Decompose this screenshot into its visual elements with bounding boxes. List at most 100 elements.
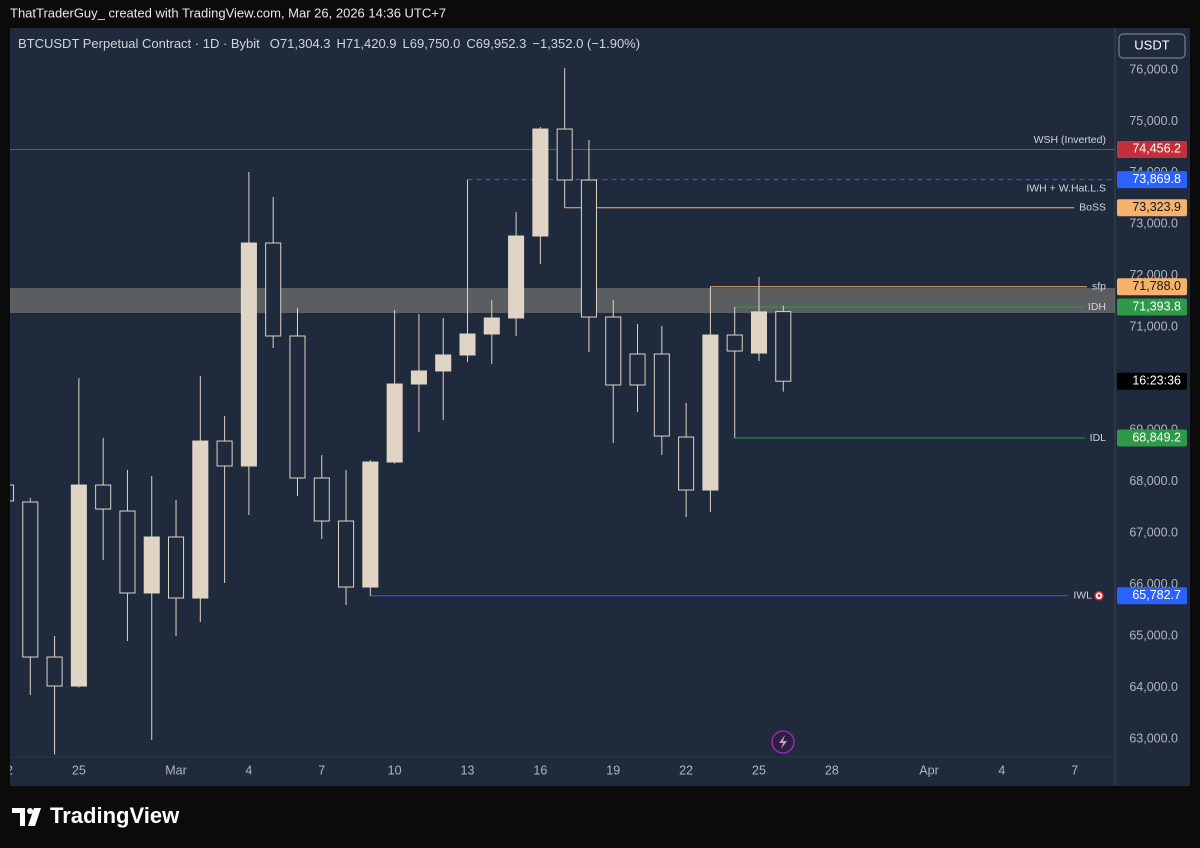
x-tick-label: 22 <box>0 763 13 777</box>
y-tick-label: 73,000.0 <box>1129 217 1178 231</box>
candle-body <box>10 484 15 502</box>
ohlc-key: L <box>403 36 410 51</box>
candle-body <box>313 477 330 522</box>
x-tick-label: 25 <box>752 763 766 777</box>
price-tag-bg <box>1117 587 1187 605</box>
countdown-tag: 16:23:36 <box>1132 374 1181 388</box>
candle-body <box>483 317 500 335</box>
currency-label[interactable]: USDT <box>1134 37 1169 52</box>
footer-text: TradingView <box>50 803 180 828</box>
change: −1,352.0 (−1.90%) <box>532 36 640 51</box>
target-center <box>1097 594 1101 598</box>
y-tick-label: 63,000.0 <box>1129 731 1178 745</box>
y-tick-label: 68,000.0 <box>1129 474 1178 488</box>
footer-logo <box>12 808 41 826</box>
candle-body <box>119 510 136 594</box>
candle-body <box>653 353 670 437</box>
candle-body <box>143 536 160 594</box>
ohlc-value: 71,304.3 <box>280 36 331 51</box>
price-tag-bg <box>1117 171 1187 189</box>
x-tick-label: 28 <box>825 763 839 777</box>
candle-body <box>556 128 573 181</box>
candle-body <box>605 316 622 386</box>
legend-text: BTCUSDT Perpetual Contract · 1D · Bybit O… <box>18 36 640 51</box>
price-tag: 71,393.8 <box>1132 299 1181 313</box>
candle-body <box>386 383 403 463</box>
level-label: BoSS <box>1079 201 1106 213</box>
level-label: sfp <box>1092 281 1106 293</box>
x-tick-label: 13 <box>461 763 475 777</box>
chart-panel <box>10 28 1190 786</box>
level-label: WSH (Inverted) <box>1034 134 1106 146</box>
price-tag-bg <box>1117 298 1187 316</box>
level-label: IWH + W.Hat.L.S <box>1026 182 1106 194</box>
y-tick-label: 71,000.0 <box>1129 320 1178 334</box>
candle-body <box>726 334 743 352</box>
countdown-tag-bg <box>1117 372 1187 390</box>
level-label: IWL <box>1073 590 1092 602</box>
ohlc-value: 69,750.0 <box>410 36 461 51</box>
level-label: IDL <box>1090 432 1107 444</box>
candle-body <box>750 311 768 354</box>
zone <box>10 287 1115 313</box>
y-tick-label: 75,000.0 <box>1129 114 1178 128</box>
price-tag-bg <box>1117 199 1187 217</box>
target-icon <box>1094 591 1104 601</box>
y-tick-label: 67,000.0 <box>1129 525 1178 539</box>
price-tag: 74,456.2 <box>1132 142 1181 156</box>
ohlc-key: H <box>337 36 346 51</box>
level-label: IDH <box>1088 301 1106 313</box>
candle-body <box>70 484 87 687</box>
candle-body <box>678 436 695 491</box>
x-tick-label: 19 <box>606 763 620 777</box>
candle-body <box>775 311 792 382</box>
price-tag: 73,869.8 <box>1132 172 1181 186</box>
legend: BTCUSDT Perpetual Contract · 1D · Bybit O… <box>18 36 640 51</box>
credit: ThatTraderGuy_ created with TradingView.… <box>10 5 446 20</box>
currency-button[interactable] <box>1118 33 1186 59</box>
candle-body <box>216 440 233 467</box>
candle-body <box>702 334 719 491</box>
y-tick-label: 65,000.0 <box>1129 628 1178 642</box>
y-tick-label: 64,000.0 <box>1129 680 1178 694</box>
alert-icon <box>771 730 795 754</box>
candle-body <box>580 179 597 318</box>
candle-body <box>410 370 427 385</box>
ohlc-key: C <box>466 36 475 51</box>
x-tick-label: 16 <box>533 763 547 777</box>
candle-body <box>338 520 355 588</box>
price-tag: 73,323.9 <box>1132 200 1181 214</box>
x-tick-label: 4 <box>245 763 252 777</box>
candle-body <box>629 353 646 386</box>
x-axis: 22 25 Mar 4 7 10 13 16 19 22 25 28 Apr 4 7 <box>0 763 1078 777</box>
x-tick-label: 10 <box>388 763 402 777</box>
x-tick-label: Mar <box>165 763 187 777</box>
candle-body <box>240 242 257 467</box>
candle-body <box>192 440 209 599</box>
candle-body <box>265 242 282 337</box>
ohlc-value: 71,420.9 <box>346 36 397 51</box>
y-axis: 63,000.064,000.065,000.066,000.067,000.0… <box>1117 62 1187 745</box>
candle-body <box>435 354 452 372</box>
ohlc-value: 69,952.3 <box>476 36 527 51</box>
y-tick-label: 76,000.0 <box>1129 62 1178 76</box>
candle-body <box>289 335 306 479</box>
price-tag-bg <box>1117 278 1187 296</box>
candle-body <box>508 235 525 319</box>
x-tick-label: 25 <box>72 763 86 777</box>
x-tick-label: Apr <box>919 763 938 777</box>
x-tick-label: 7 <box>1071 763 1078 777</box>
x-tick-label: 4 <box>998 763 1005 777</box>
symbol: BTCUSDT Perpetual Contract · 1D · Bybit <box>18 36 260 51</box>
price-tag-bg <box>1117 429 1187 447</box>
candle-body <box>46 656 63 687</box>
price-tag: 71,788.0 <box>1132 279 1181 293</box>
x-tick-label: 22 <box>679 763 693 777</box>
candle-body <box>22 501 39 658</box>
candle-body <box>168 536 185 599</box>
price-tag: 65,782.7 <box>1132 588 1181 602</box>
price-tag: 68,849.2 <box>1132 430 1181 444</box>
plot: WSH (Inverted) IWH + W.Hat.L.S BoSS sfp IDH I… <box>10 67 1115 755</box>
